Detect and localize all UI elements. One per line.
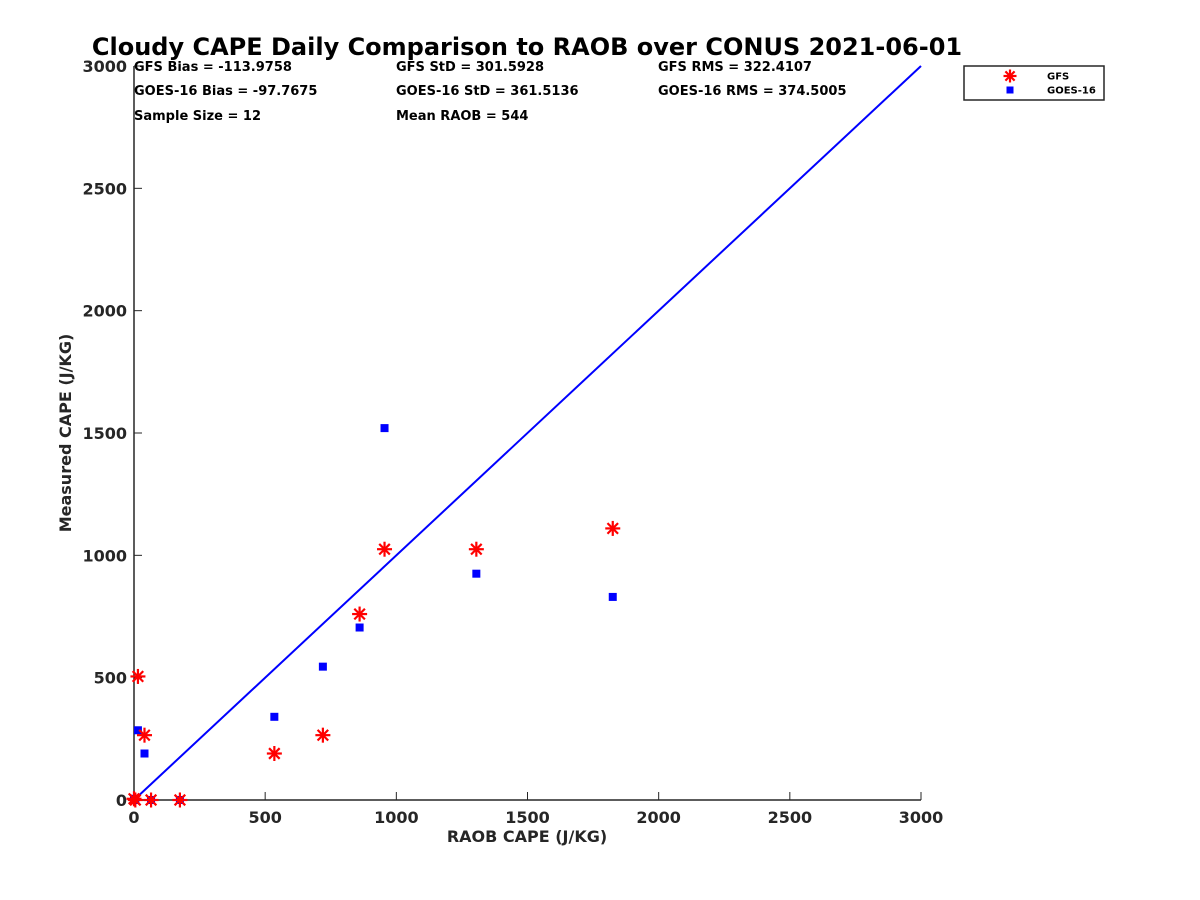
plot-axes: 0 500 1000 1500 2000 2500 3000 0 500 1000 1500 2000… bbox=[82, 57, 943, 827]
asterisk-stroke bbox=[138, 729, 151, 742]
y-tick-label: 500 bbox=[94, 669, 127, 688]
asterisk-stroke bbox=[606, 522, 619, 535]
stat-text: Mean RAOB = 544 bbox=[396, 109, 528, 124]
gfs-point bbox=[468, 541, 484, 557]
gfs-point bbox=[266, 746, 282, 762]
gfs-point bbox=[172, 792, 188, 808]
stat-text: GFS RMS = 322.4107 bbox=[658, 60, 812, 75]
asterisk-stroke bbox=[173, 793, 186, 807]
legend: GFS GOES-16 bbox=[963, 65, 1105, 101]
asterisk-stroke bbox=[1004, 70, 1016, 82]
stat-text: Sample Size = 12 bbox=[134, 109, 261, 124]
y-tick-label: 0 bbox=[116, 791, 127, 810]
stat-text: GOES-16 Bias = -97.7675 bbox=[134, 84, 317, 99]
gfs-point bbox=[352, 606, 368, 622]
x-tick-label: 2000 bbox=[636, 808, 681, 827]
gfs-point bbox=[605, 520, 621, 536]
gfs-point bbox=[143, 792, 159, 808]
x-tick-label: 1500 bbox=[505, 808, 550, 827]
asterisk-stroke bbox=[129, 793, 142, 807]
legend-label: GOES-16 bbox=[1047, 86, 1096, 97]
data-points bbox=[126, 424, 621, 808]
asterisk-stroke bbox=[268, 747, 281, 760]
stat-text: GFS StD = 301.5928 bbox=[396, 60, 544, 75]
gfs-point bbox=[130, 668, 146, 684]
y-tick-label: 3000 bbox=[82, 57, 127, 76]
goes16-point bbox=[318, 662, 327, 671]
x-tick-label: 2500 bbox=[768, 808, 813, 827]
goes16-point bbox=[133, 726, 142, 735]
stats-annotations: GFS Bias = -113.9758 GFS StD = 301.5928 GF… bbox=[134, 60, 847, 124]
asterisk-stroke bbox=[316, 729, 329, 742]
asterisk-stroke bbox=[144, 793, 158, 807]
asterisk-stroke bbox=[353, 607, 366, 621]
stat-text: GOES-16 StD = 361.5136 bbox=[396, 84, 579, 99]
y-tick-label: 1000 bbox=[82, 546, 127, 565]
gfs-point bbox=[377, 541, 393, 557]
gfs-point bbox=[136, 727, 152, 743]
goes16-point bbox=[472, 569, 481, 578]
one-to-one-reference-line bbox=[133, 65, 922, 801]
legend-gfs-marker bbox=[1003, 69, 1017, 83]
goes16-point bbox=[608, 592, 617, 601]
legend-label: GFS bbox=[1047, 72, 1069, 83]
stat-text: GOES-16 RMS = 374.5005 bbox=[658, 84, 847, 99]
goes16-point bbox=[355, 623, 364, 632]
reference-line bbox=[133, 65, 922, 801]
goes16-point bbox=[140, 749, 149, 758]
asterisk-stroke bbox=[378, 543, 391, 556]
gfs-point bbox=[127, 792, 143, 808]
x-tick-label: 3000 bbox=[899, 808, 944, 827]
y-tick-label: 2000 bbox=[82, 302, 127, 321]
goes16-point bbox=[270, 712, 279, 721]
x-axis-label: RAOB CAPE (J/KG) bbox=[447, 827, 607, 846]
gfs-point bbox=[315, 727, 331, 743]
goes16-point bbox=[380, 424, 389, 433]
stat-text: GFS Bias = -113.9758 bbox=[134, 60, 292, 75]
x-tick-label: 0 bbox=[128, 808, 139, 827]
x-tick-label: 500 bbox=[248, 808, 281, 827]
y-axis-label: Measured CAPE (J/KG) bbox=[56, 334, 75, 533]
legend-goes16-marker bbox=[1006, 86, 1014, 94]
chart-title: Cloudy CAPE Daily Comparison to RAOB ove… bbox=[92, 33, 962, 61]
x-tick-label: 1000 bbox=[374, 808, 419, 827]
y-tick-label: 1500 bbox=[82, 424, 127, 443]
legend-box bbox=[963, 65, 1105, 101]
asterisk-stroke bbox=[470, 543, 483, 556]
asterisk-stroke bbox=[131, 670, 145, 683]
y-tick-label: 2500 bbox=[82, 179, 127, 198]
